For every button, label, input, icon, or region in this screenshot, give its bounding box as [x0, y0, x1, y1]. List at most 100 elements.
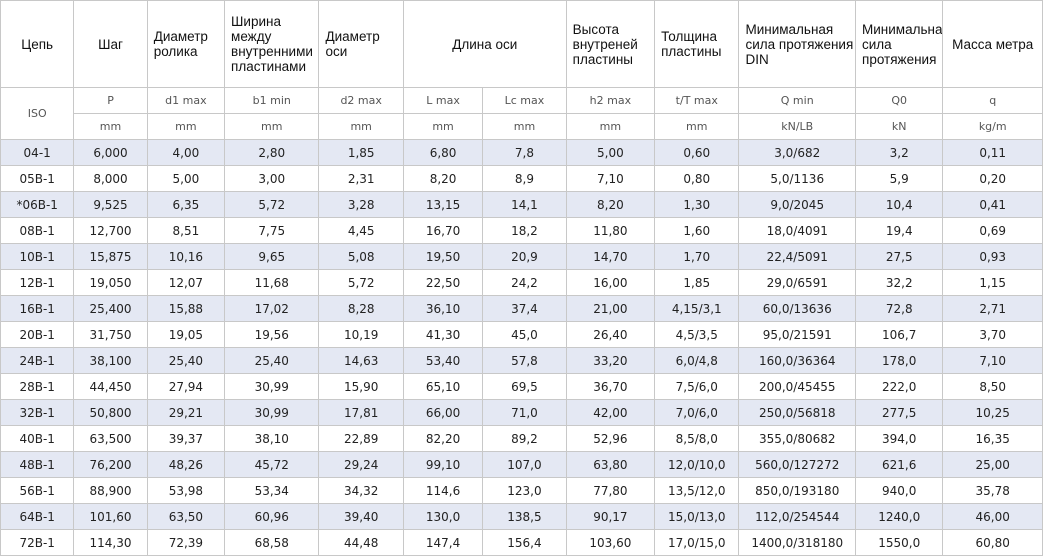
table-cell: 10,19 — [318, 321, 404, 348]
chain-id-cell: 16B-1 — [0, 295, 75, 322]
chain-id-cell: 56B-1 — [0, 477, 75, 504]
table-cell: 6,35 — [146, 191, 226, 218]
table-cell: 19,56 — [224, 321, 320, 348]
table-cell: 147,4 — [402, 529, 484, 556]
symbol-cell: b1 min — [224, 87, 320, 114]
table-cell: 27,94 — [146, 373, 226, 400]
table-cell: 12,0/10,0 — [654, 451, 740, 478]
table-row: 72B-1 114,30 72,39 68,58 44,48 147,4 156,4 103,… — [0, 529, 1043, 556]
header-chain: Цепь — [0, 0, 75, 88]
table-cell: 38,100 — [73, 347, 148, 374]
table-cell: 38,10 — [224, 425, 320, 452]
table-cell: 15,0/13,0 — [654, 503, 740, 530]
table-cell: 8,50 — [942, 373, 1043, 400]
header-plate-thickness: Толщина пластины — [654, 0, 740, 88]
symbol-row: ISO P d1 max b1 min d2 max L max Lc max … — [0, 87, 1043, 140]
unit-cell: mm — [146, 113, 226, 140]
unit-cell: mm — [482, 113, 567, 140]
table-cell: 4,00 — [146, 139, 226, 166]
table-cell: 8,20 — [402, 165, 484, 192]
table-row: 20B-1 31,750 19,05 19,56 10,19 41,30 45,0 26,40… — [0, 321, 1043, 348]
table-cell: 16,35 — [942, 425, 1043, 452]
table-row: 56B-1 88,900 53,98 53,34 34,32 114,6 123,0 77,8… — [0, 477, 1043, 504]
chain-id-cell: 48B-1 — [0, 451, 75, 478]
table-cell: 52,96 — [565, 425, 656, 452]
table-row: 10B-1 15,875 10,16 9,65 5,08 19,50 20,9 14,70 1,… — [0, 243, 1043, 270]
table-cell: 7,5/6,0 — [654, 373, 740, 400]
table-cell: 32,2 — [855, 269, 944, 296]
table-cell: 2,31 — [318, 165, 404, 192]
table-cell: 19,05 — [146, 321, 226, 348]
table-cell: 12,07 — [146, 269, 226, 296]
chain-id-cell: 10B-1 — [0, 243, 75, 270]
table-cell: 178,0 — [855, 347, 944, 374]
table-cell: 17,02 — [224, 295, 320, 322]
table-cell: 130,0 — [402, 503, 484, 530]
table-cell: 560,0/127272 — [738, 451, 857, 478]
table-cell: 5,9 — [855, 165, 944, 192]
table-cell: 114,30 — [73, 529, 148, 556]
table-row: *06B-1 9,525 6,35 5,72 3,28 13,15 14,1 8,20 1,30… — [0, 191, 1043, 218]
table-cell: 63,80 — [565, 451, 656, 478]
table-cell: 11,80 — [565, 217, 656, 244]
table-cell: 99,10 — [402, 451, 484, 478]
table-cell: 25,40 — [224, 347, 320, 374]
table-cell: 114,6 — [402, 477, 484, 504]
table-cell: 18,2 — [482, 217, 567, 244]
table-cell: 25,400 — [73, 295, 148, 322]
table-row: 24B-1 38,100 25,40 25,40 14,63 53,40 57,8 33,20… — [0, 347, 1043, 374]
table-cell: 3,2 — [855, 139, 944, 166]
table-cell: 14,63 — [318, 347, 404, 374]
table-cell: 4,45 — [318, 217, 404, 244]
table-cell: 29,21 — [146, 399, 226, 426]
table-cell: 82,20 — [402, 425, 484, 452]
table-cell: 42,00 — [565, 399, 656, 426]
table-cell: 19,050 — [73, 269, 148, 296]
table-cell: 36,70 — [565, 373, 656, 400]
header-tensile: Минимальная сила протяжения — [855, 0, 944, 88]
table-row: 40B-1 63,500 39,37 38,10 22,89 82,20 89,2 52,96… — [0, 425, 1043, 452]
symbol-cell: d1 max — [146, 87, 226, 114]
table-cell: 63,500 — [73, 425, 148, 452]
table-cell: 0,11 — [942, 139, 1043, 166]
table-row: 64B-1 101,60 63,50 60,96 39,40 130,0 138,5 90,1… — [0, 503, 1043, 530]
table-cell: 5,00 — [565, 139, 656, 166]
table-cell: 1550,0 — [855, 529, 944, 556]
table-cell: 6,0/4,8 — [654, 347, 740, 374]
table-cell: 48,26 — [146, 451, 226, 478]
table-row: 08B-1 12,700 8,51 7,75 4,45 16,70 18,2 11,80 1,6… — [0, 217, 1043, 244]
table-cell: 394,0 — [855, 425, 944, 452]
table-cell: 45,72 — [224, 451, 320, 478]
table-cell: 22,89 — [318, 425, 404, 452]
table-cell: 16,00 — [565, 269, 656, 296]
unit-cell: mm — [224, 113, 320, 140]
table-cell: 17,81 — [318, 399, 404, 426]
table-cell: 24,2 — [482, 269, 567, 296]
table-cell: 200,0/45455 — [738, 373, 857, 400]
symbol-cell: P — [73, 87, 148, 114]
table-cell: 5,72 — [318, 269, 404, 296]
table-cell: 0,60 — [654, 139, 740, 166]
table-cell: 44,450 — [73, 373, 148, 400]
symbol-cell: d2 max — [318, 87, 404, 114]
table-cell: 46,00 — [942, 503, 1043, 530]
table-cell: 66,00 — [402, 399, 484, 426]
table-cell: 1,30 — [654, 191, 740, 218]
table-cell: 27,5 — [855, 243, 944, 270]
table-cell: 112,0/254544 — [738, 503, 857, 530]
table-cell: 53,40 — [402, 347, 484, 374]
table-cell: 71,0 — [482, 399, 567, 426]
table-cell: 123,0 — [482, 477, 567, 504]
unit-cell: mm — [402, 113, 484, 140]
table-cell: 3,0/682 — [738, 139, 857, 166]
table-cell: 2,80 — [224, 139, 320, 166]
table-cell: 8,5/8,0 — [654, 425, 740, 452]
symbol-cell: q — [942, 87, 1043, 114]
table-cell: 107,0 — [482, 451, 567, 478]
table-cell: 22,50 — [402, 269, 484, 296]
unit-cell: kg/m — [942, 113, 1043, 140]
table-cell: 72,8 — [855, 295, 944, 322]
table-cell: 60,0/13636 — [738, 295, 857, 322]
table-cell: 5,0/1136 — [738, 165, 857, 192]
table-cell: 20,9 — [482, 243, 567, 270]
